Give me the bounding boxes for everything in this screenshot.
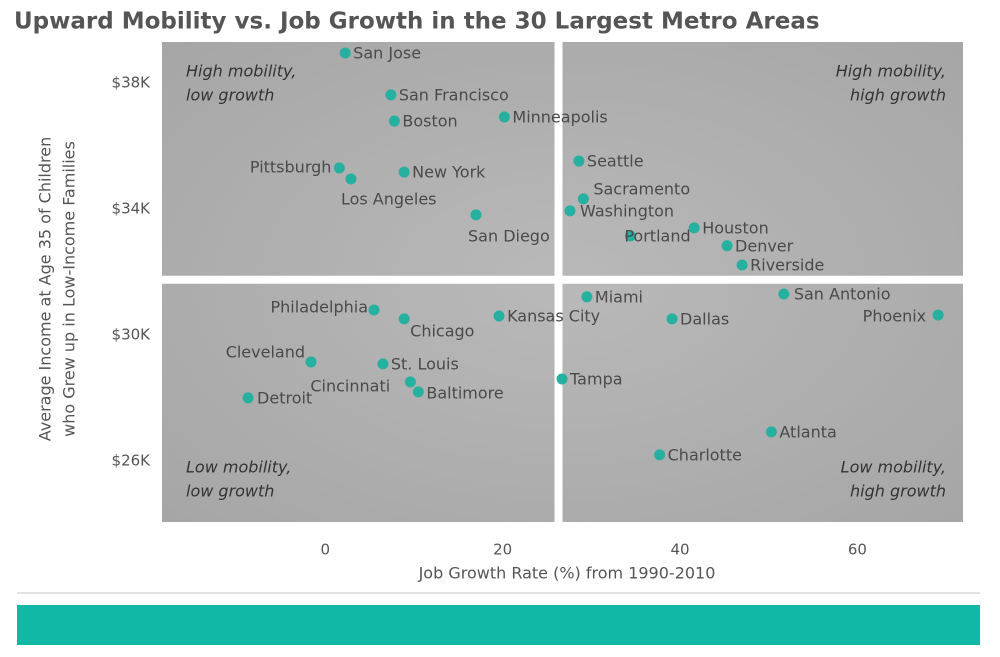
point (398, 313, 410, 325)
point (932, 309, 944, 321)
point (333, 162, 345, 174)
y-axis-label: Average Income at Age 35 of Children who… (36, 137, 79, 441)
point-label: San Diego (468, 226, 550, 245)
point (721, 240, 733, 252)
point (765, 426, 777, 438)
point (412, 386, 424, 398)
point-label: San Jose (353, 44, 421, 63)
x-axis-label: Job Growth Rate (%) from 1990-2010 (418, 564, 716, 583)
point-label: Cleveland (226, 343, 305, 362)
point (624, 230, 636, 242)
point-label: New York (412, 163, 486, 182)
point (736, 259, 748, 271)
point-label: Philadelphia (271, 298, 368, 317)
point (581, 291, 593, 303)
point (345, 173, 357, 185)
point-label: San Antonio (794, 284, 891, 303)
point (339, 47, 351, 59)
point-label: Dallas (680, 309, 729, 328)
footer-bar (17, 605, 980, 645)
point-label: Denver (735, 236, 794, 255)
point (654, 449, 666, 461)
y-axis-label-line: Average Income at Age 35 of Children (36, 137, 55, 441)
point-label: Atlanta (779, 422, 836, 441)
point (470, 209, 482, 221)
point-label: Sacramento (593, 179, 690, 198)
point-label: Boston (402, 112, 457, 131)
point (305, 356, 317, 368)
point (368, 304, 380, 316)
point-label: Charlotte (668, 445, 742, 464)
x-tick-label: 60 (848, 541, 867, 559)
point-label: Houston (702, 218, 769, 237)
x-tick-label: 20 (493, 541, 512, 559)
y-tick-label: $34K (112, 199, 152, 217)
point (388, 115, 400, 127)
point (778, 288, 790, 300)
point (573, 155, 585, 167)
point-label: Riverside (750, 255, 824, 274)
point (688, 222, 700, 234)
quadrant-label: High mobility, (836, 62, 946, 81)
quadrant-label: High mobility, (186, 62, 296, 81)
quadrant-label: low growth (186, 86, 274, 105)
point-label: San Francisco (399, 85, 509, 104)
point-label: St. Louis (391, 354, 459, 373)
point-label: Miami (595, 287, 643, 306)
point-label: Cincinnati (310, 376, 390, 395)
point (398, 166, 410, 178)
point-label: Kansas City (507, 307, 600, 326)
point-label: Los Angeles (341, 190, 437, 209)
quadrant-label: high growth (850, 482, 946, 501)
quadrant-label: high growth (850, 86, 946, 105)
point-label: Baltimore (426, 383, 503, 402)
point-label: Washington (580, 201, 674, 220)
point-label: Seattle (587, 152, 644, 171)
point-label: Chicago (410, 321, 474, 340)
plot: $26K $30K $34K $38K 0 20 40 60 High mobility, low… (112, 36, 963, 559)
point (404, 376, 416, 388)
point-label: Pittsburgh (250, 157, 332, 176)
y-tick-label: $38K (112, 73, 152, 91)
quadrant-label: Low mobility, (186, 458, 291, 477)
point (377, 358, 389, 370)
point-label: Tampa (569, 370, 622, 389)
point (556, 373, 568, 385)
point (564, 205, 576, 217)
quadrant-label: Low mobility, (841, 458, 946, 477)
point (666, 313, 678, 325)
point (498, 111, 510, 123)
point (385, 89, 397, 101)
point-label: Phoenix (863, 307, 926, 326)
y-tick-label: $30K (112, 325, 152, 343)
chart-title: Upward Mobility vs. Job Growth in the 30… (14, 9, 820, 35)
y-tick-label: $26K (112, 451, 152, 469)
point (493, 310, 505, 322)
y-axis-label-line: who Grew up in Low-Income Families (60, 141, 79, 437)
x-tick-label: 0 (320, 541, 330, 559)
x-tick-label: 40 (670, 541, 689, 559)
point-label: Portland (624, 227, 690, 246)
point-label: Minneapolis (512, 107, 607, 126)
point (242, 392, 254, 404)
quadrant-label: low growth (186, 482, 274, 501)
point (577, 193, 589, 205)
point-label: Detroit (257, 388, 312, 407)
